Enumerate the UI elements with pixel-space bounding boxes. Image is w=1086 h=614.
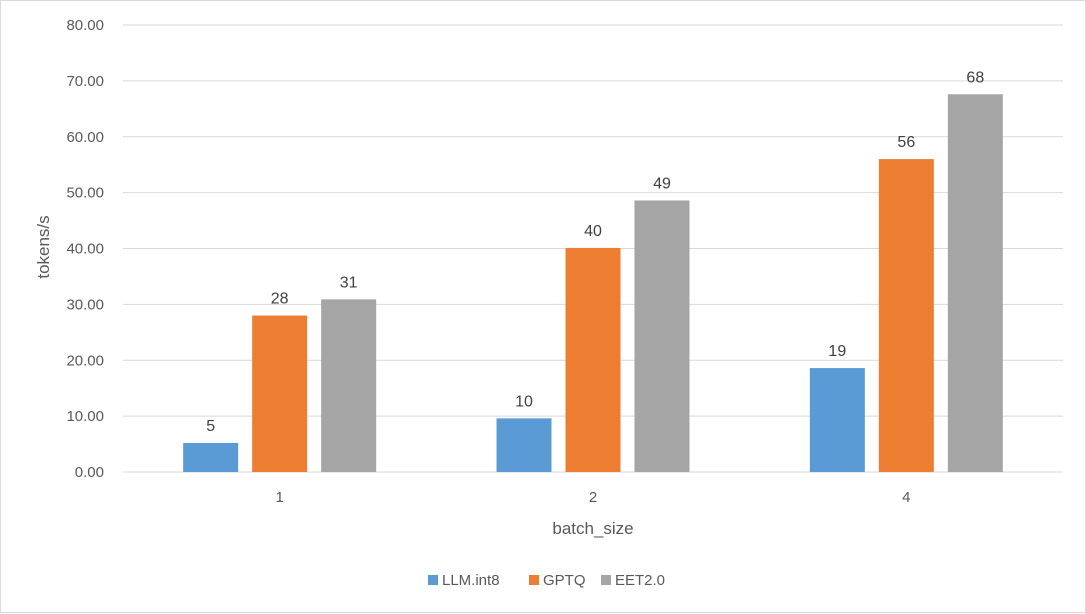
bar-LLM.int8-4 — [809, 368, 865, 472]
data-labels: 5 28 31 10 40 49 19 56 68 — [206, 69, 984, 435]
legend-swatch — [428, 575, 438, 585]
y-tick-label: 40.00 — [66, 241, 104, 258]
data-label: 31 — [340, 274, 358, 291]
y-tick-label: 70.00 — [66, 73, 104, 90]
data-label: 28 — [271, 291, 289, 308]
y-axis-title: tokens/s — [34, 215, 53, 278]
y-tick-label: 50.00 — [66, 185, 104, 202]
data-label: 56 — [897, 134, 915, 151]
x-tick-label: 4 — [902, 489, 910, 506]
x-tick-label: 2 — [589, 489, 597, 506]
bar-LLM.int8-2 — [496, 418, 552, 472]
legend-item: LLM.int8 — [428, 572, 500, 589]
bar-GPTQ-4 — [878, 159, 934, 472]
y-tick-label: 10.00 — [66, 408, 104, 425]
y-tick-label: 20.00 — [66, 352, 104, 369]
x-tick-label: 1 — [275, 489, 283, 506]
data-label: 5 — [206, 418, 215, 435]
legend-item: EET2.0 — [601, 572, 665, 589]
bar-EET2.0-2 — [634, 200, 690, 472]
x-axis-title: batch_size — [552, 519, 633, 538]
legend-item: GPTQ — [529, 572, 586, 589]
data-label: 10 — [515, 393, 533, 410]
legend-label: LLM.int8 — [442, 572, 500, 589]
bar-GPTQ-2 — [565, 247, 621, 472]
data-label: 68 — [966, 69, 984, 86]
legend-label: GPTQ — [543, 572, 586, 589]
legend: LLM.int8 GPTQ EET2.0 — [428, 572, 665, 589]
bars — [183, 94, 1003, 472]
bar-EET2.0-4 — [947, 94, 1003, 472]
bar-GPTQ-1 — [252, 315, 308, 472]
legend-swatch — [529, 575, 539, 585]
legend-swatch — [601, 575, 611, 585]
x-axis-ticks: 1 2 4 — [275, 489, 910, 506]
bar-LLM.int8-1 — [183, 442, 239, 472]
legend-label: EET2.0 — [615, 572, 665, 589]
y-tick-label: 0.00 — [75, 464, 104, 481]
y-tick-label: 30.00 — [66, 296, 104, 313]
bar-EET2.0-1 — [321, 299, 377, 472]
y-axis-ticks: 0.00 10.00 20.00 30.00 40.00 50.00 60.00 70.00 8… — [66, 17, 104, 481]
y-tick-label: 60.00 — [66, 129, 104, 146]
y-tick-label: 80.00 — [66, 17, 104, 34]
data-label: 49 — [653, 175, 671, 192]
data-label: 40 — [584, 223, 602, 240]
data-label: 19 — [828, 343, 846, 360]
